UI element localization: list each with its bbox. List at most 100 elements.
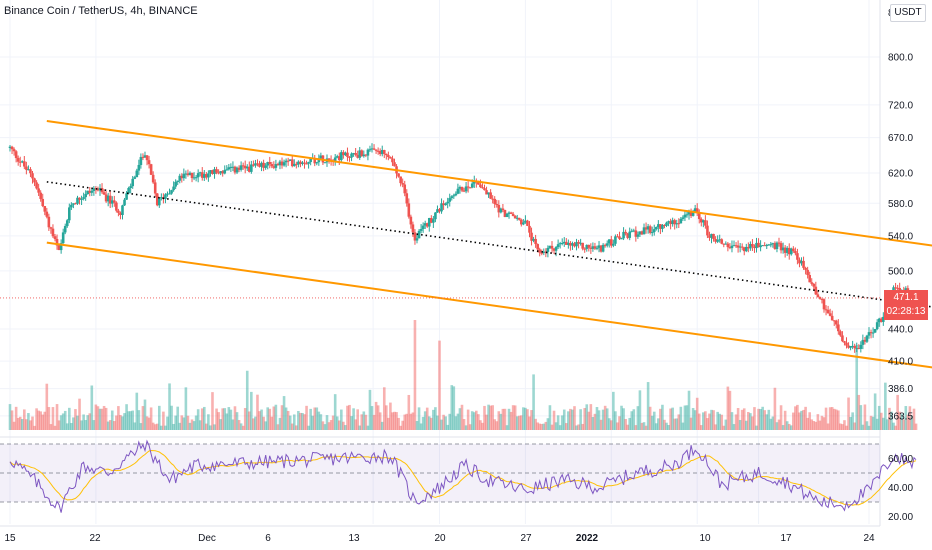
time-tick-label: 2022 — [576, 533, 599, 544]
volume-bar — [80, 420, 83, 430]
volume-bar — [323, 424, 327, 430]
volume-bar — [434, 407, 437, 430]
candle-body — [76, 197, 79, 204]
candle-body — [292, 163, 296, 167]
volume-bar — [702, 412, 705, 430]
volume-bar — [125, 404, 128, 430]
volume-bar — [319, 414, 323, 430]
candle-body — [65, 220, 69, 227]
candle-body — [681, 217, 685, 219]
candle-body — [149, 164, 153, 175]
volume-bar — [174, 415, 177, 430]
candle-body — [98, 187, 102, 191]
volume-bar — [771, 416, 775, 430]
time-tick-label: 10 — [699, 533, 711, 544]
candle-body — [562, 241, 566, 244]
volume-bar — [162, 411, 165, 430]
volume-bar — [176, 406, 180, 430]
volume-bar — [483, 405, 486, 430]
volume-bar — [679, 406, 683, 430]
candle-body — [673, 220, 677, 225]
volume-bar — [276, 424, 280, 430]
volume-bar — [403, 414, 407, 430]
candle-body — [614, 236, 617, 244]
candle-body — [119, 212, 122, 215]
descending-channel — [46, 120, 932, 369]
volume-bar — [247, 411, 251, 430]
volume-bar — [638, 390, 642, 430]
volume-bar — [849, 416, 852, 430]
volume-bar — [37, 410, 40, 430]
candle-body — [374, 149, 378, 151]
candle-body — [511, 213, 515, 217]
candle-body — [16, 158, 20, 162]
volume-bar — [501, 408, 505, 430]
volume-bar — [342, 421, 345, 430]
candle-body — [125, 193, 128, 200]
candle-body — [409, 216, 413, 225]
candle-body — [855, 348, 859, 350]
candle-body — [110, 200, 114, 204]
candle-body — [810, 282, 814, 284]
candle-body — [841, 335, 844, 342]
candle-body — [642, 227, 646, 235]
volume-bar — [96, 406, 100, 430]
candle-body — [233, 166, 237, 173]
candle-body — [458, 187, 462, 189]
volume-bar — [456, 413, 460, 430]
volume-bar — [871, 416, 875, 430]
currency-button[interactable]: USDT — [890, 4, 926, 22]
volume-bar — [188, 422, 192, 430]
candle-body — [589, 247, 593, 249]
volume-bar — [841, 424, 844, 430]
volume-bar — [808, 412, 811, 430]
candle-body — [305, 163, 308, 165]
volume-bar — [90, 385, 94, 430]
volume-bar — [378, 412, 382, 430]
time-tick-label: 24 — [863, 533, 875, 544]
volume-bar — [583, 408, 587, 430]
volume-bar — [839, 423, 842, 430]
volume-bar — [646, 382, 650, 430]
volume-bar — [552, 410, 556, 430]
channel-lower-line — [46, 241, 932, 369]
volume-bar — [657, 418, 660, 430]
candle-body — [763, 245, 766, 247]
candle-body — [430, 218, 433, 223]
volume-bar — [830, 407, 834, 430]
candle-body — [37, 188, 40, 193]
candle-body — [104, 194, 108, 202]
volume-bar — [806, 417, 809, 430]
volume-bar — [603, 405, 607, 430]
candle-body — [192, 177, 196, 179]
volume-bar — [168, 383, 171, 430]
candle-body — [264, 165, 267, 168]
volume-bar — [106, 421, 110, 430]
candle-body — [712, 233, 715, 240]
candle-body — [323, 162, 327, 164]
candle-body — [266, 161, 269, 166]
candle-body — [346, 152, 349, 157]
candle-body — [268, 161, 272, 165]
volume-bar — [8, 404, 12, 430]
volume-bar — [411, 412, 415, 430]
volume-bar — [100, 408, 104, 430]
volume-bar — [102, 405, 106, 430]
volume-bar — [274, 404, 278, 430]
volume-bar — [757, 408, 760, 430]
volume-bars — [8, 320, 918, 430]
price-tick-label: 440.0 — [888, 325, 913, 336]
volume-bar — [425, 407, 429, 430]
candle-body — [237, 167, 241, 170]
candle-body — [53, 236, 57, 239]
volume-bar — [722, 425, 726, 430]
volume-bar — [767, 409, 771, 430]
volume-bar — [65, 423, 69, 430]
volume-bar — [489, 405, 492, 430]
volume-bar — [550, 424, 554, 430]
volume-bar — [507, 408, 511, 430]
candle-body — [556, 244, 560, 248]
volume-bar — [376, 405, 380, 430]
volume-bar — [397, 417, 400, 430]
